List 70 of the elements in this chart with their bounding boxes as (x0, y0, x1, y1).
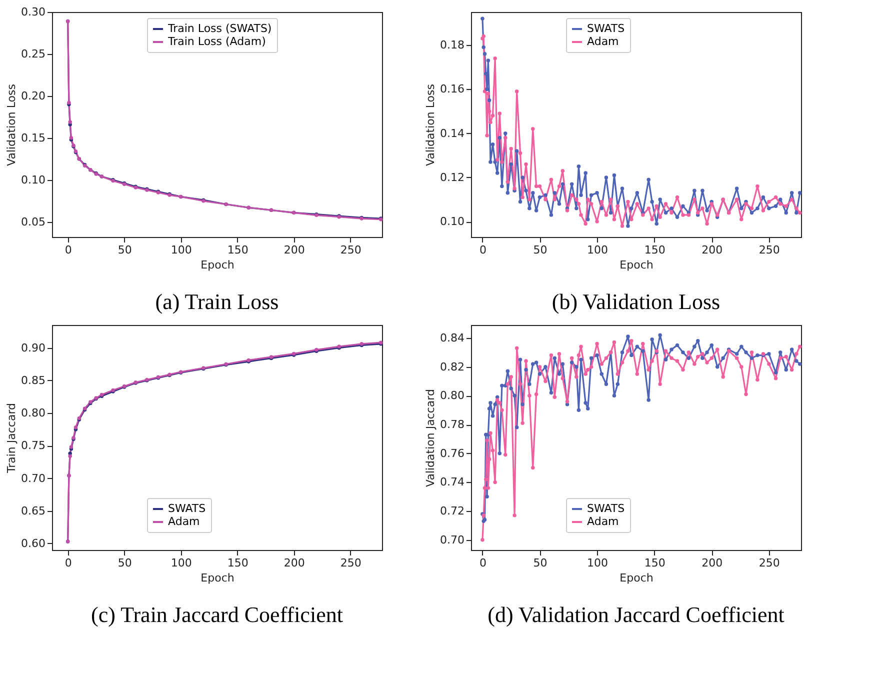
x-tick-label: 100 (587, 244, 608, 256)
x-tick-label: 100 (170, 556, 192, 570)
x-tick-label: 200 (284, 244, 305, 256)
x-tick-label: 50 (118, 244, 132, 256)
x-tick-label: 150 (227, 244, 248, 256)
y-tick-label: 0.15 (21, 131, 46, 144)
legend-label: SWATS (168, 502, 206, 515)
y-tick-label: 0.70 (440, 533, 464, 546)
y-tick-label: 0.30 (21, 6, 46, 18)
y-tick-label: 0.80 (440, 389, 464, 402)
x-tick-label: 50 (533, 556, 548, 570)
x-tick-label: 200 (284, 556, 305, 570)
x-tick-label: 200 (702, 556, 723, 570)
text: (c) Train Jaccard Coefficient (91, 602, 343, 627)
x-tick-label: 250 (758, 556, 780, 570)
x-axis-title: Epoch (620, 572, 654, 584)
x-tick-label: 150 (644, 556, 666, 570)
y-tick-label: 0.82 (440, 360, 464, 374)
y-tick-label: 0.65 (21, 504, 46, 518)
legend-label: Adam (587, 515, 619, 528)
legend-label: SWATS (587, 22, 625, 35)
text: (d) Validation Jaccard Coefficient (488, 602, 784, 627)
x-tick-label: 100 (587, 556, 608, 570)
y-tick-label: 0.76 (440, 446, 464, 460)
y-axis-title: Validation Loss (5, 84, 18, 166)
x-tick-label: 250 (340, 244, 362, 256)
y-tick-label: 0.18 (440, 38, 464, 52)
y-tick-label: 0.74 (440, 476, 464, 489)
y-tick-label: 0.12 (440, 170, 464, 184)
y-tick-label: 0.72 (440, 504, 464, 518)
x-axis-title: Epoch (200, 258, 234, 272)
text: (b) Validation Loss (552, 289, 720, 314)
x-tick-label: 50 (533, 244, 548, 256)
x-tick-label: 150 (644, 244, 666, 256)
y-axis-title: Train Jaccard (5, 402, 18, 474)
y-tick-label: 0.90 (21, 341, 46, 354)
y-tick-label: 0.14 (440, 126, 464, 140)
legend-label: SWATS (587, 502, 625, 515)
legend-label: Train Loss (SWATS) (167, 22, 272, 35)
y-axis-title: Validation Loss (424, 84, 438, 166)
y-tick-label: 0.78 (440, 418, 464, 432)
y-tick-label: 0.70 (21, 472, 46, 485)
x-tick-label: 250 (758, 244, 780, 256)
y-tick-label: 0.16 (440, 82, 464, 96)
x-tick-label: 250 (340, 556, 362, 570)
legend-label: Adam (587, 35, 619, 48)
y-tick-label: 0.60 (21, 536, 46, 550)
y-tick-label: 0.80 (21, 406, 46, 420)
x-tick-label: 0 (479, 556, 486, 570)
y-tick-label: 0.10 (440, 215, 464, 228)
y-tick-label: 0.85 (21, 374, 46, 387)
y-axis-title: Validation Jaccard (424, 389, 438, 487)
x-tick-label: 150 (227, 556, 248, 570)
x-axis-title: Epoch (620, 258, 654, 272)
y-tick-label: 0.75 (21, 439, 46, 452)
legend-label: Train Loss (Adam) (167, 35, 266, 48)
x-tick-label: 100 (170, 244, 192, 256)
x-tick-label: 0 (64, 556, 72, 570)
x-tick-label: 50 (118, 556, 132, 570)
y-tick-label: 0.05 (21, 215, 46, 228)
y-tick-label: 0.10 (21, 173, 46, 186)
y-tick-label: 0.20 (21, 89, 46, 102)
x-tick-label: 0 (64, 244, 72, 256)
y-tick-label: 0.84 (440, 331, 464, 344)
x-tick-label: 200 (702, 244, 723, 256)
text: (a) Train Loss (155, 289, 279, 314)
x-axis-title: Epoch (200, 572, 234, 584)
x-tick-label: 0 (479, 244, 486, 256)
legend-label: Adam (168, 515, 200, 528)
y-tick-label: 0.25 (21, 47, 46, 60)
